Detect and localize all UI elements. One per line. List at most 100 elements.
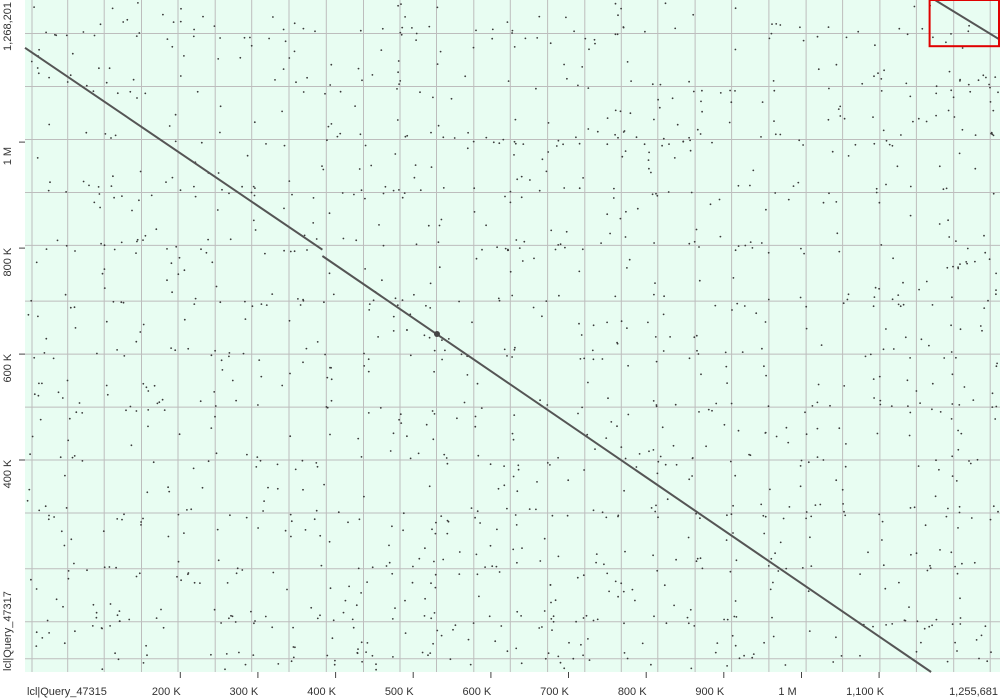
match-dot: [665, 622, 668, 625]
match-dot: [433, 349, 436, 352]
match-dot: [875, 187, 878, 190]
match-dot: [967, 83, 970, 86]
match-dot: [118, 610, 121, 612]
match-dot: [549, 42, 552, 45]
match-dot: [66, 379, 69, 382]
match-dot: [959, 623, 962, 625]
match-dot: [81, 460, 84, 462]
match-dot: [513, 140, 516, 143]
x-axis-label: lcl|Query_47315: [27, 686, 107, 698]
match-dot: [301, 459, 304, 462]
match-dot: [952, 96, 955, 99]
match-dot: [782, 517, 785, 520]
match-dot: [146, 491, 149, 494]
match-dot: [334, 659, 336, 662]
match-dot: [997, 91, 999, 94]
match-dot: [845, 36, 848, 39]
match-dot: [344, 599, 347, 602]
match-dot: [516, 490, 519, 493]
match-dot: [228, 617, 230, 620]
match-dot: [406, 134, 409, 137]
match-dot: [49, 181, 51, 184]
match-dot: [630, 80, 632, 82]
match-dot: [554, 599, 557, 602]
match-dot: [289, 513, 292, 516]
match-dot: [770, 557, 773, 560]
match-dot: [861, 82, 864, 85]
match-dot: [892, 348, 895, 350]
match-dot: [545, 300, 548, 302]
match-dot: [295, 81, 297, 84]
match-dot: [805, 327, 808, 330]
match-dot: [929, 567, 932, 569]
match-dot: [577, 84, 579, 87]
match-dot: [33, 356, 36, 359]
match-dot: [627, 413, 630, 416]
alignment-segment-2[interactable]: [321, 255, 932, 673]
match-dot: [491, 28, 494, 31]
match-dot: [787, 198, 790, 201]
match-dot: [397, 71, 399, 74]
match-dot: [186, 509, 188, 511]
match-dot: [221, 369, 224, 371]
match-dot: [332, 619, 335, 622]
match-dot: [44, 505, 47, 508]
highlight-box[interactable]: [928, 0, 1000, 48]
match-dot: [891, 623, 894, 625]
match-dot: [81, 412, 84, 414]
match-dot: [667, 191, 670, 193]
match-dot: [972, 399, 975, 401]
match-dot: [518, 247, 521, 250]
match-dot: [898, 581, 900, 584]
match-dot: [816, 456, 819, 458]
match-dot: [310, 606, 313, 609]
match-dot: [485, 224, 487, 227]
match-dot: [322, 168, 325, 171]
match-dot: [578, 142, 581, 145]
match-dot: [200, 248, 202, 251]
alignment-segment-1[interactable]: [24, 46, 323, 251]
match-dot: [730, 513, 733, 516]
match-dot: [375, 668, 377, 671]
match-dot: [536, 481, 538, 483]
match-dot: [847, 293, 850, 296]
match-dot: [564, 246, 566, 249]
match-dot: [440, 634, 443, 637]
match-dot: [503, 348, 506, 351]
match-dot: [120, 301, 123, 304]
match-dot: [650, 663, 652, 666]
match-dot: [378, 224, 380, 226]
match-dot: [550, 229, 553, 232]
match-dot: [113, 248, 116, 251]
match-dot: [539, 560, 542, 562]
match-dot: [142, 382, 145, 385]
match-dot: [323, 483, 325, 486]
match-dot: [65, 34, 68, 37]
match-dot: [339, 90, 342, 93]
match-dot: [120, 241, 123, 244]
match-dot: [935, 618, 938, 621]
match-dot: [434, 573, 437, 576]
match-dot: [872, 305, 875, 308]
match-dot: [876, 432, 879, 435]
match-dot: [773, 89, 776, 92]
match-dot: [774, 192, 777, 194]
match-dot: [30, 578, 32, 581]
match-dot: [909, 357, 911, 359]
match-dot: [66, 81, 69, 83]
match-dot: [129, 405, 132, 408]
match-dot: [73, 455, 76, 457]
alignment-segment-3[interactable]: [934, 0, 1000, 41]
match-dot: [723, 423, 726, 426]
match-dot: [265, 143, 267, 145]
match-dot: [424, 597, 426, 600]
match-dot: [652, 400, 655, 402]
match-dot: [857, 30, 860, 33]
match-dot: [214, 415, 216, 418]
match-dot: [688, 136, 690, 139]
match-dot: [166, 38, 169, 40]
match-dot: [384, 185, 387, 188]
match-dot: [103, 566, 106, 569]
match-dot: [969, 90, 972, 93]
match-dot: [831, 150, 834, 153]
